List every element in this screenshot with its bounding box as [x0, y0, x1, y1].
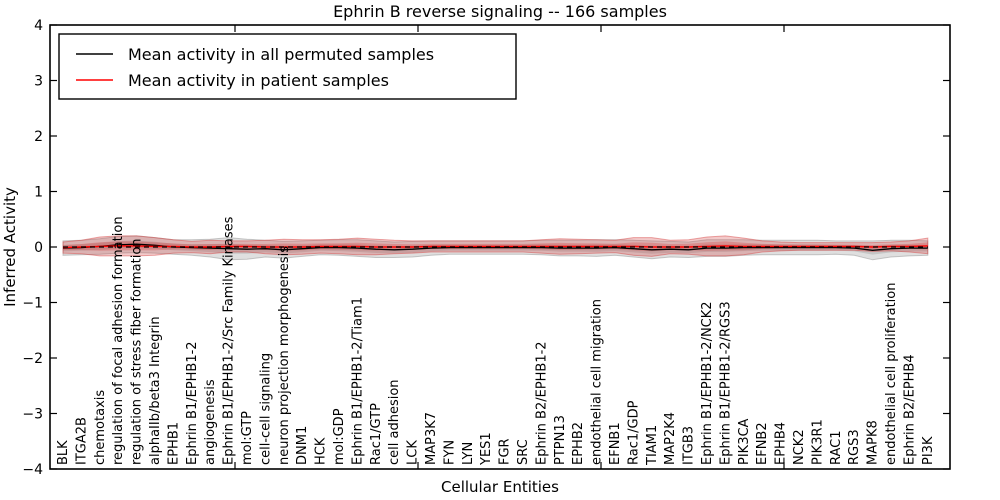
x-tick-label: mol:GTP: [240, 411, 255, 465]
x-tick-label: TIAM1: [645, 425, 660, 466]
x-tick-label: Ephrin B1/EPHB1-2: [185, 341, 200, 465]
x-tick-label: FYN: [442, 440, 457, 465]
x-tick-label: alphaIIb/beta3 Integrin: [148, 316, 163, 465]
x-tick-label: angiogenesis: [203, 379, 218, 465]
x-tick-label: PTPN13: [553, 415, 568, 465]
x-tick-label: Ephrin B1/EPHB1-2/NCK2: [700, 301, 715, 465]
x-tick-label: MAP3K7: [424, 412, 439, 465]
y-tick-label: 4: [34, 18, 43, 34]
x-tick-label: RGS3: [847, 429, 862, 465]
x-tick-label: mol:GDP: [332, 408, 347, 465]
x-tick-label: FGR: [498, 438, 513, 465]
x-tick-label: ITGB3: [682, 426, 697, 465]
x-tick-label: MAP2K4: [663, 412, 678, 465]
x-tick-label: Rac1/GTP: [369, 403, 384, 465]
legend: Mean activity in all permuted samples Me…: [58, 33, 517, 100]
permuted-mean-line: [62, 243, 928, 251]
y-tick-label: 1: [34, 185, 43, 201]
x-tick-label: RAC1: [829, 430, 844, 465]
legend-label-permuted-samples: Mean activity in all permuted samples: [128, 45, 434, 64]
x-tick-label: EFNB2: [755, 422, 770, 465]
legend-label-patient-samples: Mean activity in patient samples: [128, 71, 389, 90]
x-tick-label: Rac1/GDP: [626, 400, 641, 465]
legend-box: [58, 33, 517, 100]
x-tick-label: Ephrin B1/EPHB1-2/Src Family Kinases: [222, 216, 237, 465]
x-tick-label: HCK: [314, 437, 329, 465]
line-layer: [62, 243, 928, 251]
x-tick-label-layer: BLK ITGA2B chemotaxis regulation of focal a…: [56, 216, 936, 466]
x-tick-label: YES1: [479, 432, 494, 466]
x-tick-label: NCK2: [792, 429, 807, 465]
y-tick-label: −1: [22, 296, 43, 312]
y-axis-title: Inferred Activity: [1, 187, 19, 307]
x-tick-label: EPHB2: [571, 422, 586, 465]
y-tick-label: −3: [22, 407, 43, 423]
x-tick-label: regulation of focal adhesion formation: [111, 216, 126, 465]
x-tick-label: ITGA2B: [74, 417, 89, 465]
x-tick-label: SRC: [516, 439, 531, 465]
x-axis-title: Cellular Entities: [441, 478, 559, 496]
x-tick-label: cell adhesion: [387, 379, 402, 465]
x-tick-label: LYN: [461, 442, 476, 465]
x-tick-label: EFNB1: [608, 422, 623, 465]
x-tick-label: DNM1: [295, 426, 310, 465]
x-tick-label: regulation of stress fiber formation: [130, 238, 145, 465]
x-tick-label: neuron projection morphogenesis: [277, 246, 292, 465]
x-tick-label: PIK3CA: [737, 418, 752, 465]
x-tick-label: MAPK8: [866, 420, 881, 465]
x-tick-label: cell-cell signaling: [258, 353, 273, 465]
y-tick-label: −4: [22, 462, 43, 478]
x-tick-label: Ephrin B1/EPHB1-2/Tiam1: [350, 297, 365, 465]
x-tick-label: Ephrin B1/EPHB1-2/RGS3: [718, 301, 733, 465]
x-tick-label: endothelial cell migration: [590, 299, 605, 465]
x-tick-label: Ephrin B2/EPHB4: [902, 354, 917, 465]
x-tick-label: chemotaxis: [93, 390, 108, 465]
x-tick-label: PIK3R1: [810, 419, 825, 465]
x-tick-label: LCK: [406, 440, 421, 465]
plot-frame: [49, 24, 951, 470]
x-tick-label: BLK: [56, 440, 71, 465]
y-tick-label: 3: [34, 74, 43, 90]
x-tick-label: EPHB1: [166, 422, 181, 465]
y-tick-label: −2: [22, 351, 43, 367]
chart-title: Ephrin B reverse signaling -- 166 sample…: [333, 2, 667, 21]
x-tick-label: PI3K: [921, 436, 936, 465]
x-tick-label: EPHB4: [774, 422, 789, 465]
x-tick-label: Ephrin B2/EPHB1-2: [534, 341, 549, 465]
x-tick-label: endothelial cell proliferation: [884, 283, 899, 466]
y-tick-label-layer: 4 3 2 1 0 −1 −2 −3 −4: [22, 18, 43, 478]
y-tick-label: 2: [34, 129, 43, 145]
y-tick-label: 0: [34, 240, 43, 256]
